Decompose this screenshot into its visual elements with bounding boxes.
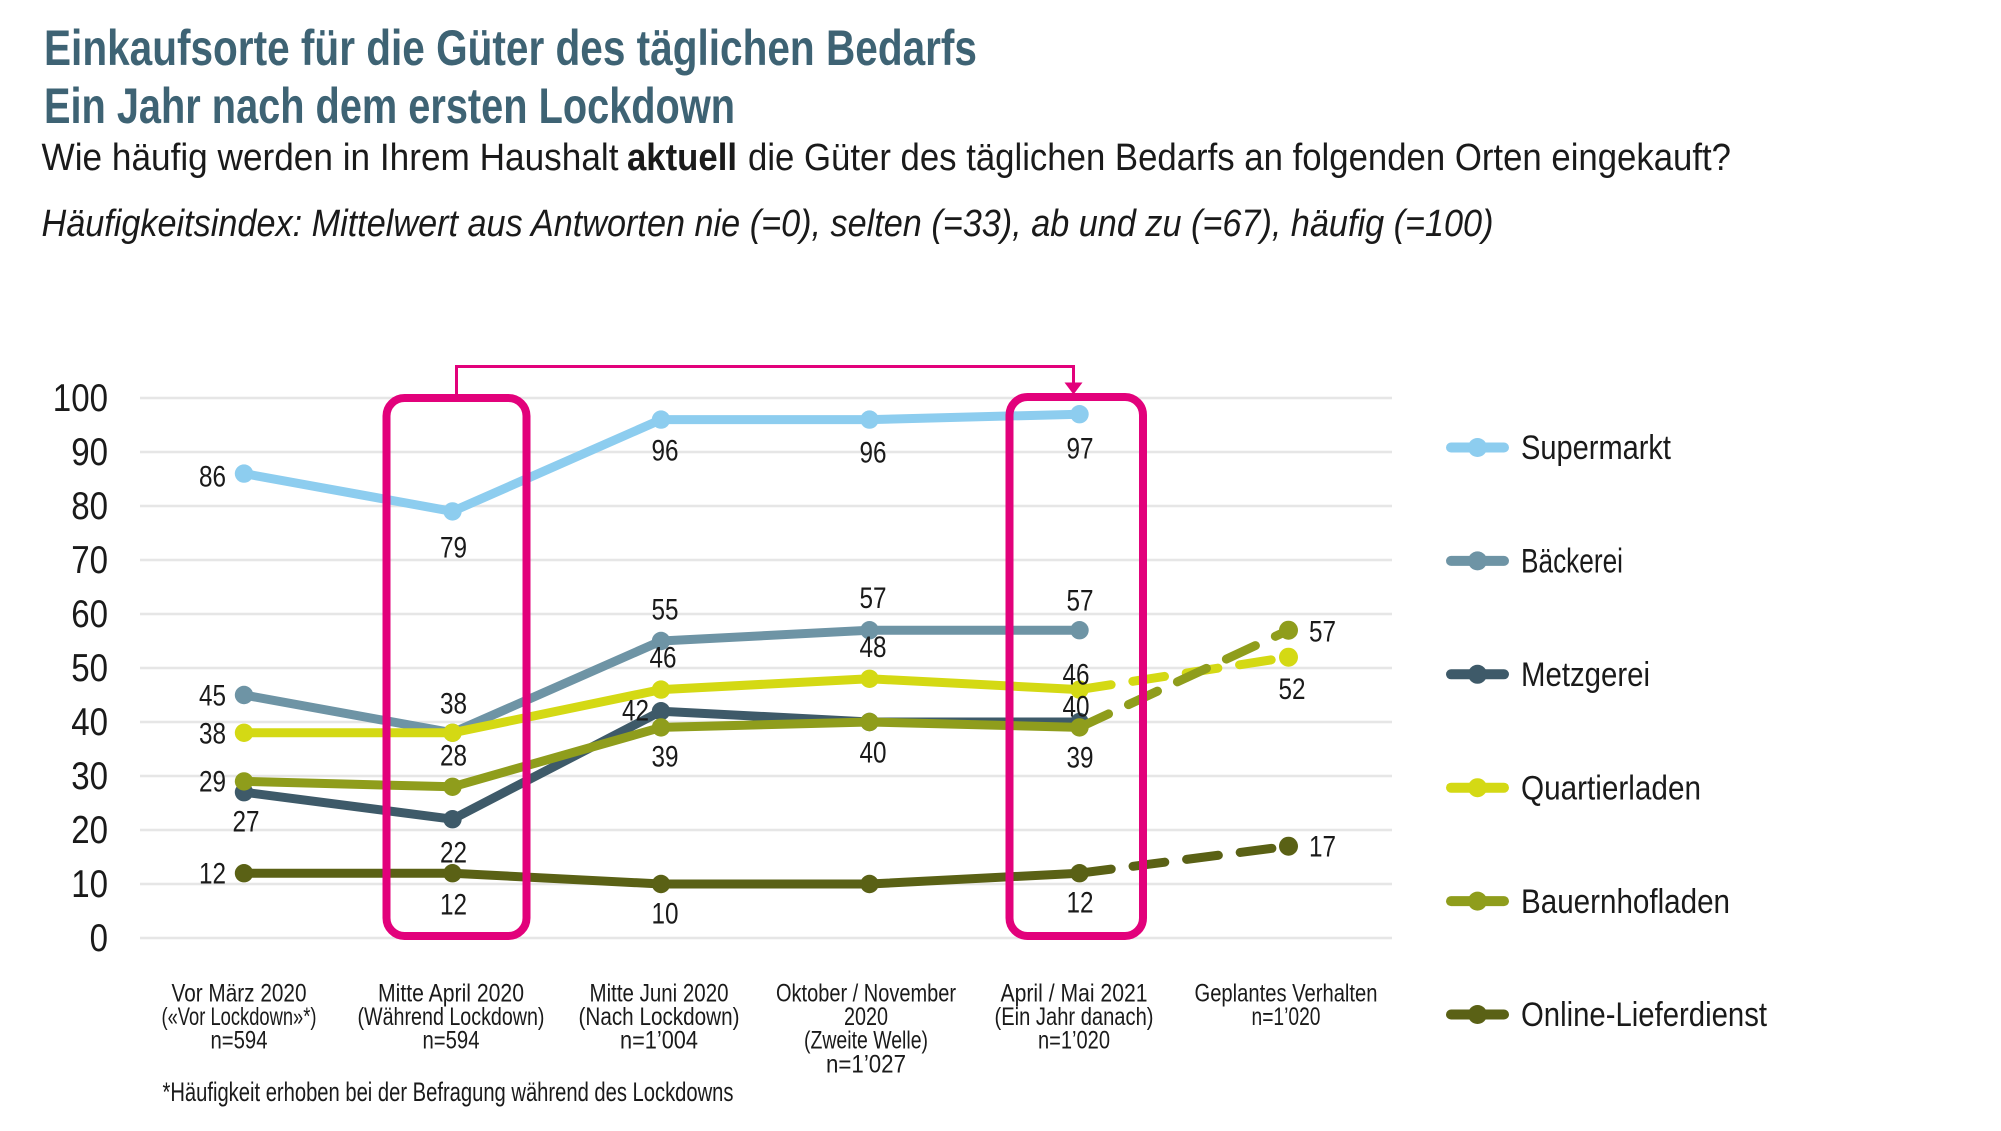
svg-text:80: 80 [71,485,108,528]
svg-text:46: 46 [650,641,677,674]
svg-text:46: 46 [1063,658,1090,691]
svg-text:52: 52 [1279,673,1306,706]
svg-text:39: 39 [1067,741,1094,774]
svg-text:22: 22 [440,836,467,869]
svg-text:60: 60 [71,593,108,636]
svg-text:39: 39 [652,740,679,773]
svg-text:2020: 2020 [844,1003,888,1031]
svg-text:*Häufigkeit erhoben bei der Be: *Häufigkeit erhoben bei der Befragung wä… [163,1077,734,1107]
svg-text:42: 42 [622,694,649,727]
svg-text:Online-Lieferdienst: Online-Lieferdienst [1521,996,1767,1034]
svg-text:Bäckerei: Bäckerei [1521,543,1623,581]
svg-text:n=1’004: n=1’004 [620,1027,698,1055]
svg-text:Quartierladen: Quartierladen [1521,769,1701,807]
svg-text:90: 90 [71,431,108,474]
svg-text:45: 45 [199,679,226,712]
svg-text:die Güter des täglichen Bedarf: die Güter des täglichen Bedarfs an folge… [748,137,1731,179]
svg-text:12: 12 [1067,886,1094,919]
svg-text:40: 40 [1063,690,1090,723]
svg-text:Mitte April 2020: Mitte April 2020 [378,979,524,1007]
svg-text:27: 27 [233,805,260,838]
svg-text:29: 29 [199,765,226,798]
svg-text:Vor März 2020: Vor März 2020 [172,979,307,1007]
svg-text:10: 10 [652,897,679,930]
svg-text:12: 12 [440,888,467,921]
svg-text:n=1’020: n=1’020 [1038,1027,1110,1055]
svg-text:40: 40 [71,701,108,744]
svg-text:57: 57 [1309,615,1336,648]
svg-text:96: 96 [652,434,679,467]
svg-text:79: 79 [440,531,467,564]
svg-text:Häufigkeitsindex: Mittelwert a: Häufigkeitsindex: Mittelwert aus Antwort… [42,203,1494,245]
svg-text:20: 20 [71,809,108,852]
svg-text:17: 17 [1309,830,1336,863]
svg-text:0: 0 [90,917,108,960]
svg-text:30: 30 [71,755,108,798]
svg-text:aktuell: aktuell [627,137,737,179]
svg-text:40: 40 [860,736,887,769]
svg-text:57: 57 [1067,584,1094,617]
svg-text:86: 86 [199,460,226,493]
svg-text:(Während Lockdown): (Während Lockdown) [358,1003,545,1031]
svg-text:12: 12 [199,857,226,890]
svg-text:Wie häufig werden in Ihrem Hau: Wie häufig werden in Ihrem Haushalt [42,137,619,179]
svg-text:38: 38 [440,687,467,720]
svg-text:70: 70 [71,539,108,582]
svg-text:55: 55 [652,593,679,626]
svg-text:Einkaufsorte für die Güter des: Einkaufsorte für die Güter des täglichen… [44,20,977,76]
svg-text:Supermarkt: Supermarkt [1521,429,1671,467]
svg-text:(«Vor Lockdown»*): («Vor Lockdown»*) [162,1003,317,1031]
svg-text:Bauernhofladen: Bauernhofladen [1521,883,1730,921]
svg-text:28: 28 [440,739,467,772]
svg-text:96: 96 [860,436,887,469]
svg-text:38: 38 [199,717,226,750]
svg-text:n=594: n=594 [423,1027,480,1055]
svg-text:n=1’020: n=1’020 [1252,1003,1321,1031]
svg-text:April / Mai 2021: April / Mai 2021 [1001,979,1148,1007]
svg-text:Ein Jahr nach dem ersten Lockd: Ein Jahr nach dem ersten Lockdown [44,78,735,134]
svg-text:97: 97 [1067,432,1094,465]
svg-text:57: 57 [860,582,887,615]
svg-text:Metzgerei: Metzgerei [1521,656,1650,694]
svg-text:50: 50 [71,647,108,690]
svg-text:(Ein Jahr danach): (Ein Jahr danach) [995,1003,1154,1031]
svg-text:10: 10 [71,863,108,906]
svg-text:(Nach Lockdown): (Nach Lockdown) [579,1003,740,1031]
svg-text:(Zweite Welle): (Zweite Welle) [804,1027,928,1055]
svg-text:Geplantes Verhalten: Geplantes Verhalten [1195,979,1378,1007]
svg-text:Mitte Juni 2020: Mitte Juni 2020 [590,979,729,1007]
svg-text:48: 48 [860,631,887,664]
svg-text:n=1’027: n=1’027 [826,1050,906,1078]
svg-text:100: 100 [53,377,108,420]
svg-text:Oktober / November: Oktober / November [776,979,956,1007]
svg-text:n=594: n=594 [211,1027,268,1055]
